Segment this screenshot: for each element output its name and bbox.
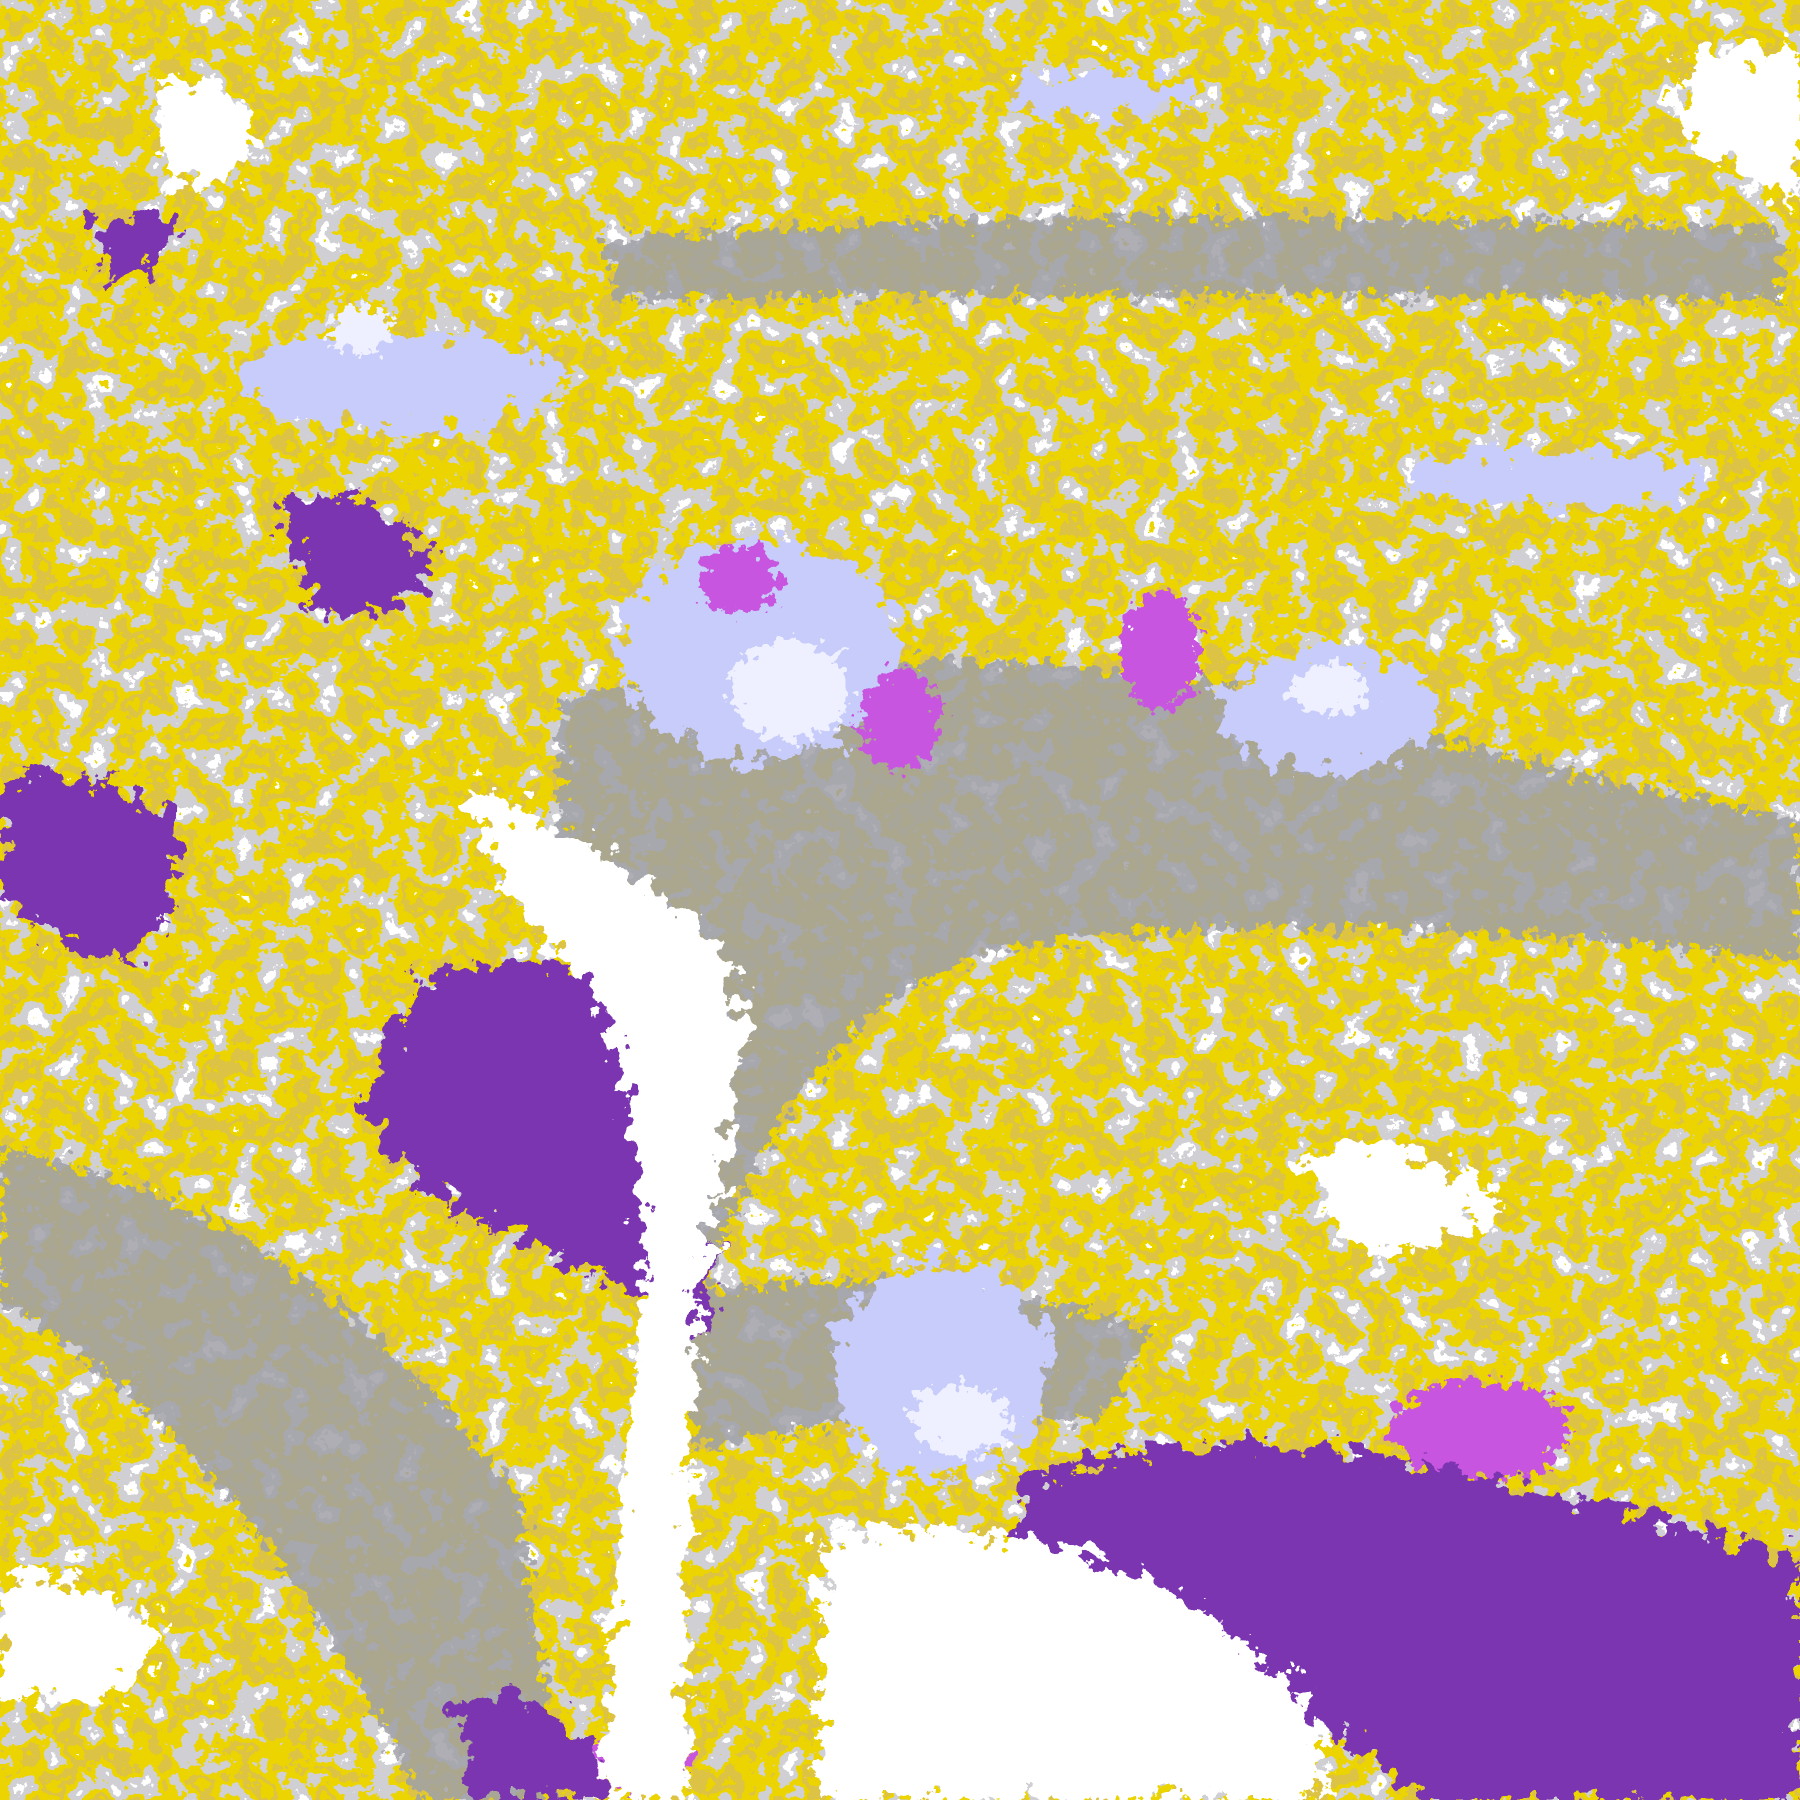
pale-cloud-tops bbox=[330, 305, 1370, 1455]
purple-regions bbox=[0, 215, 1800, 1800]
clear-sky-regions bbox=[0, 50, 1800, 1800]
